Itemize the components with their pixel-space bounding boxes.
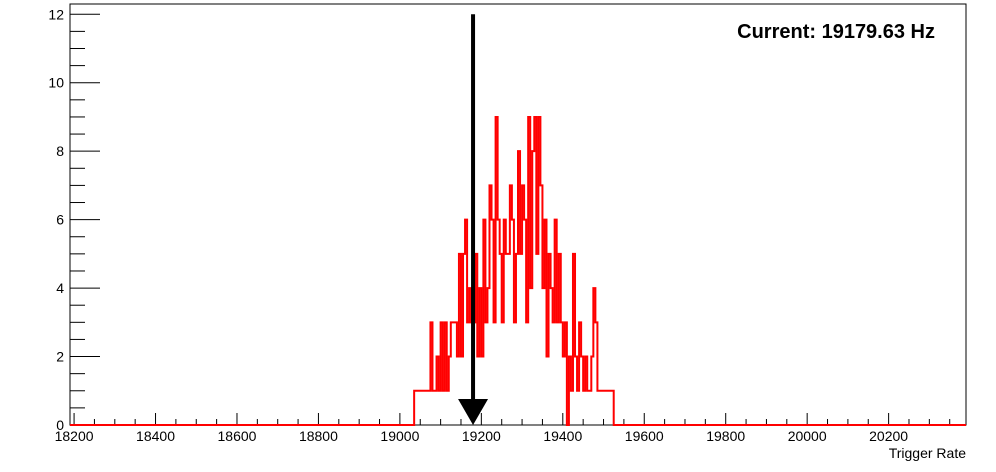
current-rate-arrow [458, 14, 489, 425]
y-tick-label: 10 [48, 75, 64, 91]
arrow-head [458, 399, 489, 425]
y-tick-label: 8 [56, 143, 64, 159]
x-tick-label: 18800 [299, 428, 338, 444]
y-tick-label: 2 [56, 349, 64, 365]
x-tick-label: 19800 [706, 428, 745, 444]
x-tick-label: 20200 [869, 428, 908, 444]
current-rate-label: Current: 19179.63 Hz [737, 21, 935, 43]
x-tick-label: 19000 [380, 428, 419, 444]
x-tick-label: 20000 [788, 428, 827, 444]
x-tick-label: 19200 [462, 428, 501, 444]
x-tick-label: 18600 [218, 428, 257, 444]
y-tick-label: 0 [56, 417, 64, 433]
y-tick-label: 4 [56, 280, 64, 296]
y-tick-label: 12 [48, 6, 64, 22]
x-tick-label: 18400 [136, 428, 175, 444]
y-tick-label: 6 [56, 212, 64, 228]
x-tick-label: 19600 [625, 428, 664, 444]
x-tick-label: 18200 [55, 428, 94, 444]
x-tick-label: 19400 [543, 428, 582, 444]
histogram-series [70, 115, 966, 426]
x-axis-title: Trigger Rate [889, 445, 967, 461]
x-axis: 18200 18400 18600 18800 19000 19200 19400 19600… [55, 413, 951, 444]
